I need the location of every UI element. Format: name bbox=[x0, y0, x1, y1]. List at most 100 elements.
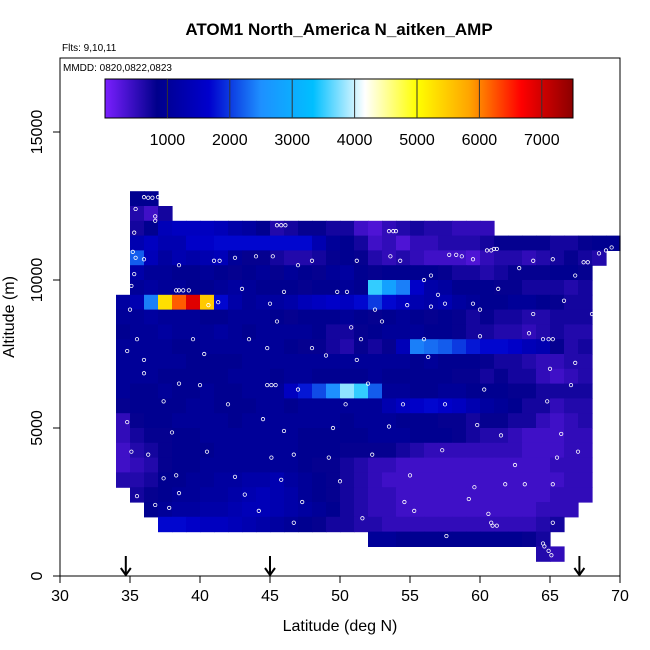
sample-point bbox=[141, 371, 147, 376]
heatmap-cell bbox=[130, 339, 145, 355]
heatmap-cell bbox=[228, 516, 243, 533]
heatmap-cell bbox=[368, 354, 383, 370]
heatmap-cell bbox=[452, 294, 467, 311]
heatmap-cell bbox=[130, 220, 145, 237]
sample-point bbox=[133, 206, 138, 212]
heatmap-cell bbox=[242, 502, 257, 518]
sample-point bbox=[279, 223, 284, 228]
heatmap-cell bbox=[284, 294, 299, 311]
heatmap-cell bbox=[144, 428, 159, 444]
heatmap-cell bbox=[298, 516, 313, 533]
heatmap-cell bbox=[578, 354, 593, 370]
heatmap-cell bbox=[396, 442, 411, 459]
sample-point bbox=[174, 473, 179, 478]
heatmap-cell bbox=[424, 413, 439, 429]
heatmap-cell bbox=[228, 428, 243, 444]
heatmap-cell bbox=[396, 457, 411, 473]
heatmap-cell bbox=[130, 324, 145, 340]
heatmap-cell bbox=[578, 324, 593, 340]
sample-point bbox=[407, 473, 413, 478]
heatmap-cell bbox=[200, 354, 215, 370]
heatmap-cell bbox=[340, 280, 355, 296]
heatmap-cell bbox=[508, 339, 523, 355]
heatmap-cell bbox=[536, 235, 551, 251]
heatmap-cell bbox=[424, 235, 439, 251]
sample-point bbox=[174, 288, 179, 293]
heatmap-cell bbox=[200, 235, 215, 251]
heatmap-cell bbox=[228, 280, 243, 296]
heatmap-cell bbox=[158, 413, 173, 429]
heatmap-cell bbox=[312, 235, 327, 251]
heatmap-cell bbox=[158, 383, 173, 399]
heatmap-cell bbox=[228, 442, 243, 459]
heatmap-cell bbox=[508, 428, 523, 444]
sample-point bbox=[484, 248, 490, 253]
heatmap-cell bbox=[550, 457, 565, 473]
heatmap-cell bbox=[200, 487, 215, 503]
sample-point bbox=[291, 452, 296, 457]
sample-point bbox=[546, 548, 551, 553]
heatmap-cell bbox=[438, 516, 453, 533]
heatmap-cell bbox=[326, 280, 341, 296]
sample-point bbox=[503, 482, 508, 487]
heatmap-cell bbox=[368, 398, 383, 414]
heatmap-cell bbox=[256, 280, 271, 296]
sample-point bbox=[256, 508, 261, 513]
heatmap-cell bbox=[312, 413, 327, 429]
heatmap-cell bbox=[326, 502, 341, 518]
sample-point bbox=[459, 254, 464, 259]
heatmap-cell bbox=[438, 383, 453, 399]
heatmap-cell bbox=[480, 339, 495, 355]
heatmap-cell bbox=[214, 398, 229, 414]
heatmap-cell bbox=[508, 235, 523, 251]
sample-point bbox=[337, 479, 343, 484]
sample-point bbox=[379, 319, 385, 324]
heatmap-cell bbox=[438, 428, 453, 444]
heatmap-cell bbox=[228, 383, 243, 399]
heatmap-cell bbox=[340, 354, 355, 370]
x-tick-label: 70 bbox=[611, 588, 629, 605]
heatmap-cell bbox=[116, 457, 131, 473]
heatmap-cell bbox=[116, 324, 131, 340]
heatmap-cell bbox=[214, 516, 229, 533]
heatmap-cell bbox=[410, 428, 425, 444]
x-tick-label: 65 bbox=[541, 588, 559, 605]
heatmap-cell bbox=[452, 309, 467, 325]
down-arrow-icon bbox=[119, 556, 132, 577]
heatmap-cell bbox=[214, 324, 229, 340]
heatmap-cell bbox=[298, 368, 313, 385]
heatmap-cell bbox=[130, 235, 145, 251]
heatmap-cell bbox=[228, 502, 243, 518]
sample-point bbox=[470, 301, 476, 306]
heatmap-cell bbox=[424, 487, 439, 503]
heatmap-cell bbox=[522, 250, 537, 266]
heatmap-cell bbox=[144, 220, 159, 237]
heatmap-cell bbox=[578, 339, 593, 355]
sample-point bbox=[477, 307, 483, 312]
heatmap-cell bbox=[270, 428, 285, 444]
sample-point bbox=[274, 319, 280, 324]
colorbar-tick-label: 2000 bbox=[212, 132, 248, 149]
heatmap-cell bbox=[438, 442, 453, 459]
heatmap-cell bbox=[452, 368, 467, 385]
sample-point bbox=[295, 387, 301, 392]
heatmap-cell bbox=[424, 398, 439, 414]
heatmap-cell bbox=[228, 265, 243, 281]
heatmap-cell bbox=[382, 413, 397, 429]
heatmap-cell bbox=[578, 472, 593, 488]
sample-point bbox=[470, 257, 476, 262]
heatmap-cell bbox=[452, 413, 467, 429]
heatmap-cell bbox=[172, 339, 187, 355]
heatmap-cell bbox=[438, 368, 453, 385]
sample-point bbox=[265, 345, 270, 351]
heatmap-cell bbox=[578, 280, 593, 296]
sample-point bbox=[573, 360, 578, 365]
heatmap-cell bbox=[158, 235, 173, 251]
sample-point bbox=[585, 260, 590, 265]
heatmap-cell bbox=[298, 339, 313, 355]
heatmap-cell bbox=[354, 398, 369, 414]
heatmap-cell bbox=[410, 280, 425, 296]
heatmap-cell bbox=[410, 487, 425, 503]
heatmap-cell bbox=[410, 457, 425, 473]
heatmap-cell bbox=[312, 339, 327, 355]
